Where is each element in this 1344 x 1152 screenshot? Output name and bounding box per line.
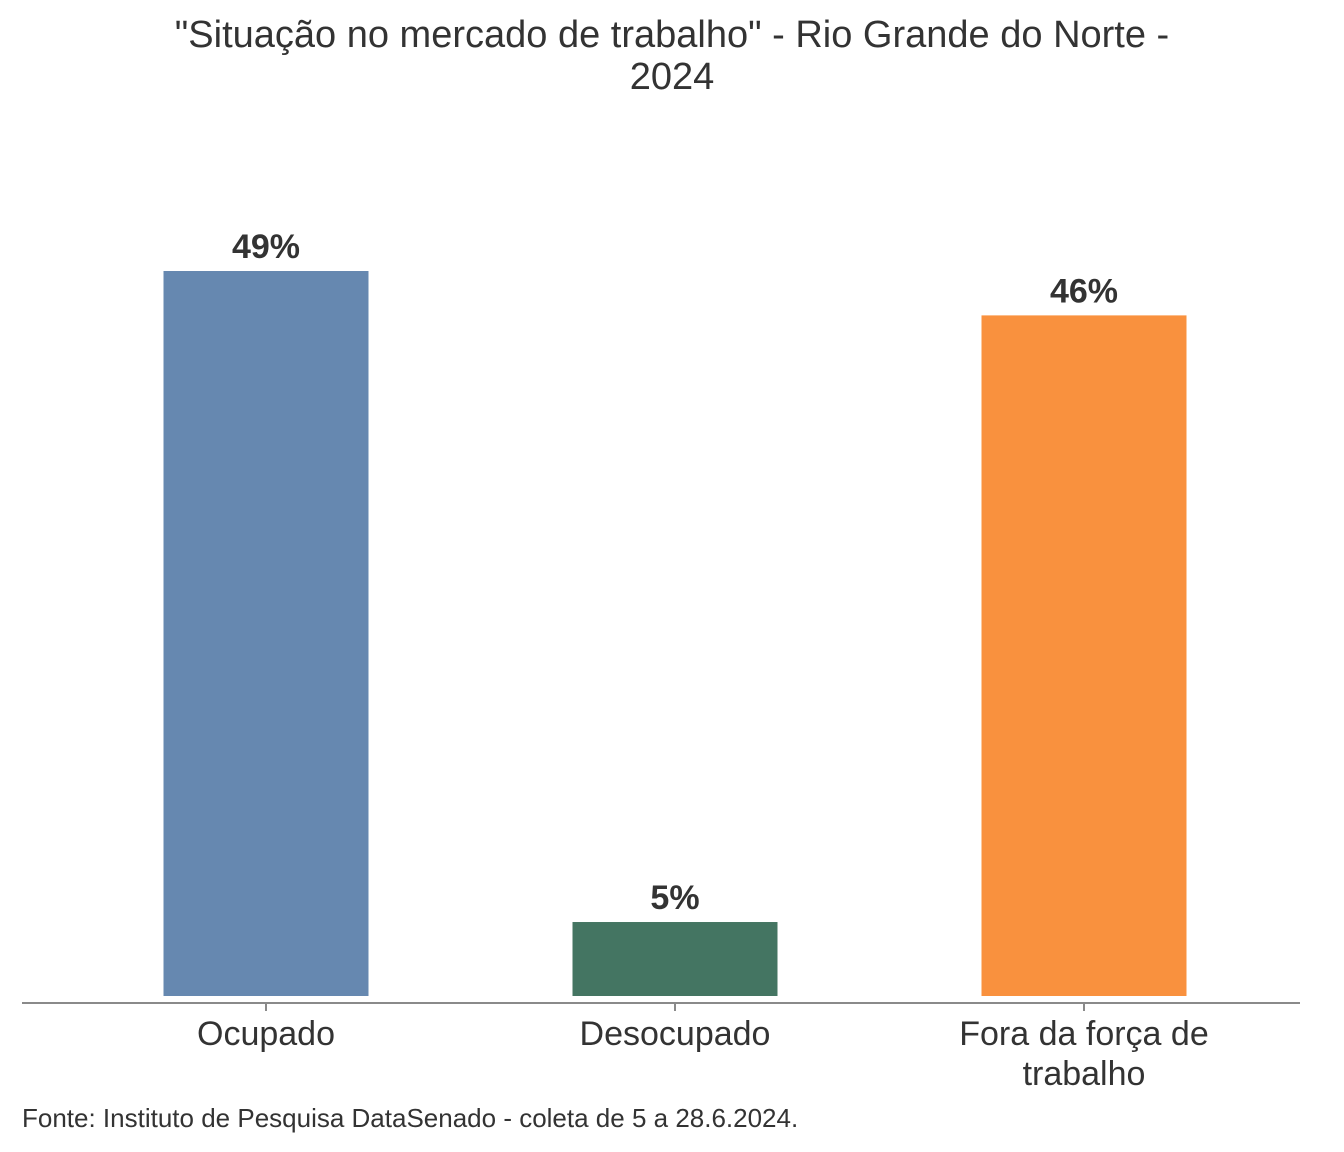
category-label-2: Fora da força de trabalho [959, 1015, 1208, 1093]
value-label-0: 49% [232, 228, 300, 266]
category-label-2-line-1: trabalho [1023, 1055, 1146, 1093]
value-label-1: 5% [650, 879, 699, 917]
x-axis-ticks [265, 1003, 1085, 1011]
bar-2 [981, 315, 1187, 996]
x-axis-tick-labels: Ocupado Desocupado Fora da força de trabalh… [197, 1015, 1209, 1093]
value-labels-layer: 49% 5% 46% [232, 228, 1118, 917]
value-label-2: 46% [1050, 272, 1118, 310]
category-label-2-line-0: Fora da força de [959, 1015, 1208, 1053]
category-label-0-line-0: Ocupado [197, 1015, 335, 1053]
bar-1 [572, 922, 778, 996]
category-label-0: Ocupado [197, 1015, 335, 1053]
bars-layer [163, 271, 1187, 996]
chart-title-line-1: "Situação no mercado de trabalho" - Rio … [174, 14, 1170, 56]
chart-title: "Situação no mercado de trabalho" - Rio … [0, 14, 1344, 98]
source-note: Fonte: Instituto de Pesquisa DataSenado … [22, 1103, 799, 1133]
bar-0 [163, 271, 369, 996]
category-label-1: Desocupado [580, 1015, 771, 1053]
chart-title-line-2: 2024 [629, 56, 715, 98]
category-label-1-line-0: Desocupado [580, 1015, 771, 1053]
